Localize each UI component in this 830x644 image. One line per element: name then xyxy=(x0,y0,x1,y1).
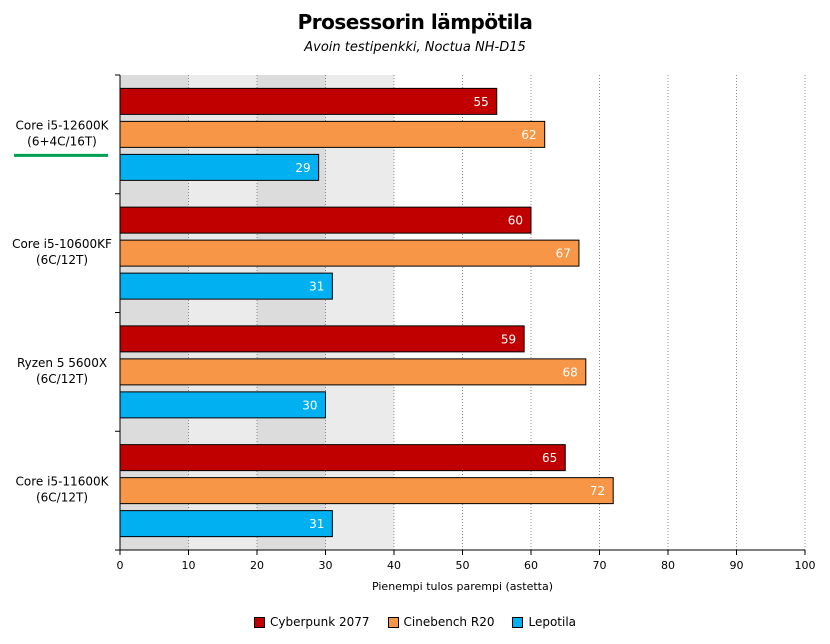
x-tick-label: 50 xyxy=(456,559,470,572)
category-label: (6C/12T) xyxy=(36,491,88,505)
bar xyxy=(119,358,587,386)
data-label: 65 xyxy=(542,451,557,465)
bar xyxy=(119,206,532,234)
data-label: 30 xyxy=(302,398,317,412)
x-tick-label: 60 xyxy=(524,559,538,572)
x-tick-label: 80 xyxy=(661,559,675,572)
data-label: 59 xyxy=(501,332,516,346)
bar xyxy=(119,153,320,181)
x-tick-label: 70 xyxy=(593,559,607,572)
data-label: 62 xyxy=(521,128,536,142)
bar xyxy=(119,239,580,267)
data-label: 72 xyxy=(590,484,605,498)
chart-title: Prosessorin lämpötila xyxy=(297,10,533,34)
chart-legend: Cyberpunk 2077 Cinebench R20 Lepotila xyxy=(0,615,830,629)
x-axis-label: Pienempi tulos parempi (astetta) xyxy=(372,580,553,593)
data-label: 31 xyxy=(309,280,324,294)
data-label: 31 xyxy=(309,517,324,531)
category-label: (6+4C/16T) xyxy=(27,134,97,148)
bar xyxy=(119,87,498,115)
x-tick-label: 20 xyxy=(250,559,264,572)
data-label: 68 xyxy=(563,365,578,379)
bar xyxy=(119,325,525,353)
data-label: 29 xyxy=(295,161,310,175)
bar xyxy=(119,444,566,472)
category-label: Core i5-10600KF xyxy=(12,237,112,251)
bar xyxy=(119,391,326,419)
bar xyxy=(119,477,614,505)
legend-label: Lepotila xyxy=(528,615,577,629)
category-label: Core i5-11600K xyxy=(16,475,110,489)
category-label: (6C/12T) xyxy=(36,372,88,386)
data-label: 60 xyxy=(508,214,523,228)
data-label: 55 xyxy=(473,95,488,109)
legend-item: Lepotila xyxy=(512,615,576,629)
plot-band xyxy=(668,75,737,550)
legend-swatch xyxy=(253,616,265,628)
x-tick-label: 10 xyxy=(182,559,196,572)
legend-swatch xyxy=(387,616,399,628)
chart-subtitle: Avoin testipenkki, Noctua NH-D15 xyxy=(304,40,526,55)
bar xyxy=(119,272,333,300)
legend-swatch xyxy=(512,616,524,628)
bar xyxy=(119,510,333,538)
x-tick-label: 0 xyxy=(117,559,124,572)
legend-item: Cyberpunk 2077 xyxy=(253,615,370,629)
x-tick-label: 100 xyxy=(795,559,816,572)
x-tick-label: 40 xyxy=(387,559,401,572)
x-tick-label: 90 xyxy=(730,559,744,572)
legend-label: Cyberpunk 2077 xyxy=(269,615,370,629)
category-label: Core i5-12600K xyxy=(16,118,110,132)
x-tick-label: 30 xyxy=(319,559,333,572)
category-label: Ryzen 5 5600X xyxy=(17,356,107,370)
plot-band xyxy=(736,75,805,550)
category-label: (6C/12T) xyxy=(36,253,88,267)
bar xyxy=(119,120,546,148)
data-label: 67 xyxy=(556,247,571,261)
legend-item: Cinebench R20 xyxy=(387,615,495,629)
legend-label: Cinebench R20 xyxy=(403,615,495,629)
plot-band xyxy=(599,75,668,550)
